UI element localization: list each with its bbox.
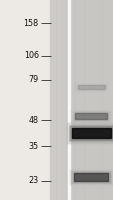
Bar	[77, 85, 104, 89]
Text: 35: 35	[28, 142, 38, 151]
Text: 79: 79	[28, 75, 38, 84]
Bar	[71, 128, 110, 138]
Bar	[67, 123, 113, 143]
Bar	[65, 122, 113, 144]
Bar	[69, 109, 111, 123]
Bar	[73, 82, 108, 92]
Bar	[72, 111, 109, 121]
Bar	[75, 83, 106, 91]
Text: 23: 23	[28, 176, 38, 185]
Bar	[71, 110, 110, 122]
Bar	[76, 84, 105, 90]
Bar	[72, 172, 109, 182]
Bar	[75, 113, 106, 119]
Bar	[67, 0, 69, 200]
Bar	[71, 128, 110, 138]
Bar	[74, 83, 107, 91]
Bar	[75, 113, 106, 119]
Bar	[70, 126, 111, 140]
Bar	[69, 0, 113, 200]
Bar	[77, 85, 104, 89]
Bar	[73, 173, 107, 181]
Bar	[69, 170, 111, 184]
Text: 158: 158	[23, 19, 38, 28]
Bar	[73, 112, 107, 120]
Text: 106: 106	[24, 51, 38, 60]
Bar	[68, 169, 113, 185]
Bar	[50, 0, 68, 200]
Text: 48: 48	[28, 116, 38, 125]
Bar	[73, 173, 107, 181]
Bar	[0, 0, 50, 200]
Bar	[71, 171, 110, 183]
Bar	[68, 125, 113, 141]
